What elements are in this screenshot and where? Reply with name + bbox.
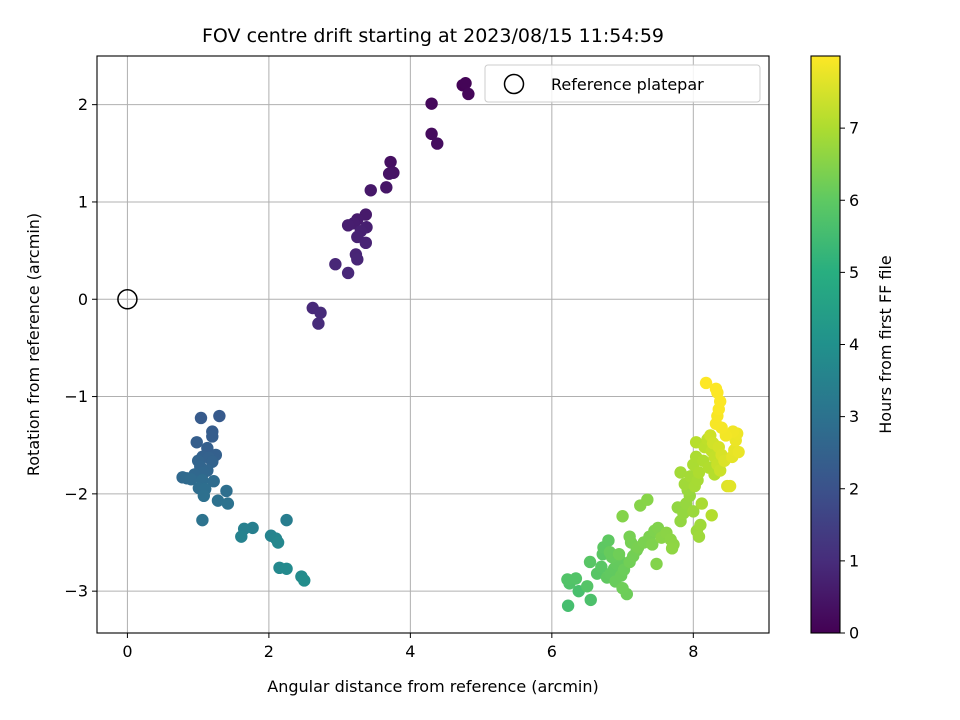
data-point: [235, 530, 248, 543]
x-tick-label: 2: [264, 642, 274, 661]
data-point: [650, 557, 663, 571]
y-tick-label: 2: [78, 95, 88, 114]
data-point: [709, 382, 723, 395]
data-point: [384, 155, 397, 169]
data-point: [382, 167, 396, 180]
data-point: [211, 494, 225, 507]
colorbar-tick-label: 2: [849, 479, 859, 498]
legend: Reference platepar: [484, 64, 761, 103]
data-point: [351, 253, 364, 266]
data-point: [561, 599, 575, 612]
data-point: [194, 411, 208, 425]
data-point: [190, 436, 203, 449]
data-point: [584, 593, 597, 607]
x-tick-label: 4: [405, 642, 415, 661]
colorbar-tick-label: 4: [849, 335, 859, 354]
data-point: [674, 466, 687, 479]
data-point: [314, 306, 327, 320]
data-point: [677, 507, 690, 520]
data-point: [623, 530, 636, 543]
data-point: [581, 580, 594, 593]
data-point: [207, 475, 220, 488]
data-point: [569, 572, 583, 585]
colorbar-label: Hours from first FF file: [876, 255, 895, 434]
chart-title: FOV centre drift starting at 2023/08/15 …: [202, 25, 664, 47]
data-point: [687, 505, 700, 518]
data-point: [641, 493, 654, 506]
data-point: [280, 513, 293, 527]
x-tick-label: 0: [122, 642, 132, 661]
x-axis-label: Angular distance from reference (arcmin): [267, 677, 598, 696]
data-point: [723, 479, 737, 493]
legend-box: [484, 64, 761, 103]
colorbar-tick-label: 5: [849, 263, 859, 282]
data-point: [616, 510, 629, 523]
colorbar-gradient: [811, 56, 840, 633]
colorbar-tick-label: 7: [849, 119, 859, 138]
y-tick-label: 1: [78, 192, 88, 211]
data-point: [646, 538, 659, 551]
data-point: [206, 430, 219, 443]
data-point: [612, 547, 626, 561]
data-point: [221, 497, 235, 510]
data-point: [665, 542, 679, 555]
data-point: [213, 409, 226, 423]
data-point: [603, 546, 617, 559]
colorbar-ticks: 0 1 2 3 4 5 6 7: [840, 119, 859, 643]
data-point: [692, 530, 706, 543]
reference-platepar-marker: [117, 289, 138, 310]
data-point: [298, 574, 311, 587]
x-tick-label: 8: [688, 642, 698, 661]
data-point: [184, 473, 198, 486]
data-point: [695, 497, 708, 510]
data-point: [616, 582, 629, 595]
legend-label-reference-platepar: Reference platepar: [551, 75, 704, 94]
data-point: [312, 317, 325, 330]
data-point: [694, 518, 707, 532]
scatter-points: [176, 77, 745, 612]
data-point: [732, 445, 745, 459]
data-point: [341, 266, 355, 280]
colorbar-tick-label: 3: [849, 407, 859, 426]
data-point: [602, 534, 615, 547]
data-point: [220, 484, 233, 498]
colorbar-tick-label: 6: [849, 191, 859, 210]
data-point: [595, 560, 608, 574]
data-point: [280, 562, 293, 575]
data-point: [692, 466, 706, 479]
x-tick-label: 6: [547, 642, 557, 661]
data-point: [197, 489, 211, 503]
data-point: [329, 258, 342, 271]
y-tick-label: −3: [64, 582, 88, 601]
y-tick-label: −2: [64, 484, 88, 503]
data-point: [271, 536, 285, 549]
data-point: [705, 509, 718, 522]
data-point: [341, 219, 355, 232]
data-point: [196, 513, 209, 527]
data-point: [431, 137, 444, 150]
data-point: [364, 184, 377, 197]
data-point: [583, 555, 597, 569]
legend-marker-icon: [503, 73, 525, 95]
colorbar-tick-label: 1: [849, 551, 859, 570]
data-point: [425, 97, 438, 110]
data-point: [462, 87, 475, 101]
data-point: [713, 464, 727, 477]
axis-ticks: 0 2 4 6 8 −3 −2 −1 0 1 2: [64, 95, 698, 661]
data-point: [459, 77, 472, 90]
data-point: [699, 376, 713, 390]
data-point: [359, 236, 372, 250]
y-tick-label: −1: [64, 387, 88, 406]
data-point: [380, 181, 393, 194]
plot-area-frame: [96, 55, 770, 634]
y-tick-label: 0: [78, 290, 88, 309]
data-point: [425, 127, 438, 141]
colorbar-tick-label: 0: [849, 624, 859, 643]
y-axis-label: Rotation from reference (arcmin): [24, 213, 43, 476]
